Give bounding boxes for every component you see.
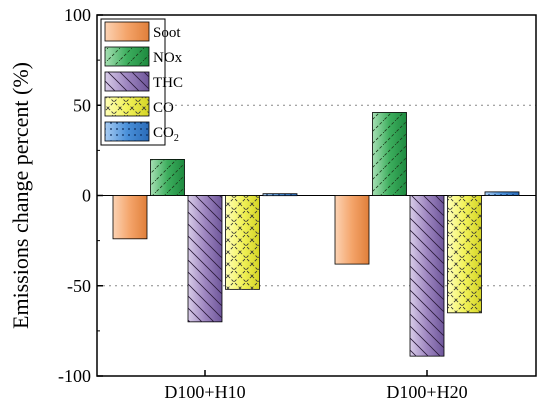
bar-thc-1 xyxy=(409,195,445,357)
legend-subscript: 2 xyxy=(174,133,179,144)
legend-label: THC xyxy=(153,75,183,91)
bar-nox-1 xyxy=(372,112,407,196)
x-tick-label: D100+H10 xyxy=(164,382,245,402)
legend-label: Soot xyxy=(153,25,181,41)
legend-item: CO xyxy=(104,96,174,117)
legend-swatch xyxy=(104,21,150,42)
bar-soot-0 xyxy=(112,195,148,240)
legend: Soot NOx THC CO CO2 xyxy=(100,18,183,146)
y-tick-label: -100 xyxy=(58,366,91,386)
legend-item: Soot xyxy=(104,21,181,42)
legend-item: THC xyxy=(104,71,183,92)
legend-label: CO2 xyxy=(153,125,179,144)
bars xyxy=(112,112,520,357)
gridlines xyxy=(97,104,536,287)
axis-ticks: 100 50 0 -50 -100 D100+H10 D100+H20 xyxy=(58,5,468,402)
legend-label: CO xyxy=(153,100,174,116)
y-tick-label: -50 xyxy=(67,276,91,296)
bar-thc-0 xyxy=(187,195,223,323)
bar-co-0 xyxy=(225,195,260,290)
y-tick-label: 50 xyxy=(73,95,91,115)
y-axis-label: Emissions change percent (%) xyxy=(8,62,33,329)
y-tick-label: 0 xyxy=(82,186,91,206)
legend-item: CO2 xyxy=(104,121,179,144)
y-tick-label: 100 xyxy=(64,5,91,25)
bar-nox-0 xyxy=(150,158,185,196)
bar-soot-1 xyxy=(334,195,370,265)
bar-co-1 xyxy=(447,195,482,314)
bar-co2-1 xyxy=(484,191,520,196)
bar-co2-0 xyxy=(262,193,298,197)
x-tick-label: D100+H20 xyxy=(386,382,467,402)
legend-item: NOx xyxy=(104,46,183,67)
legend-label: NOx xyxy=(153,50,183,66)
